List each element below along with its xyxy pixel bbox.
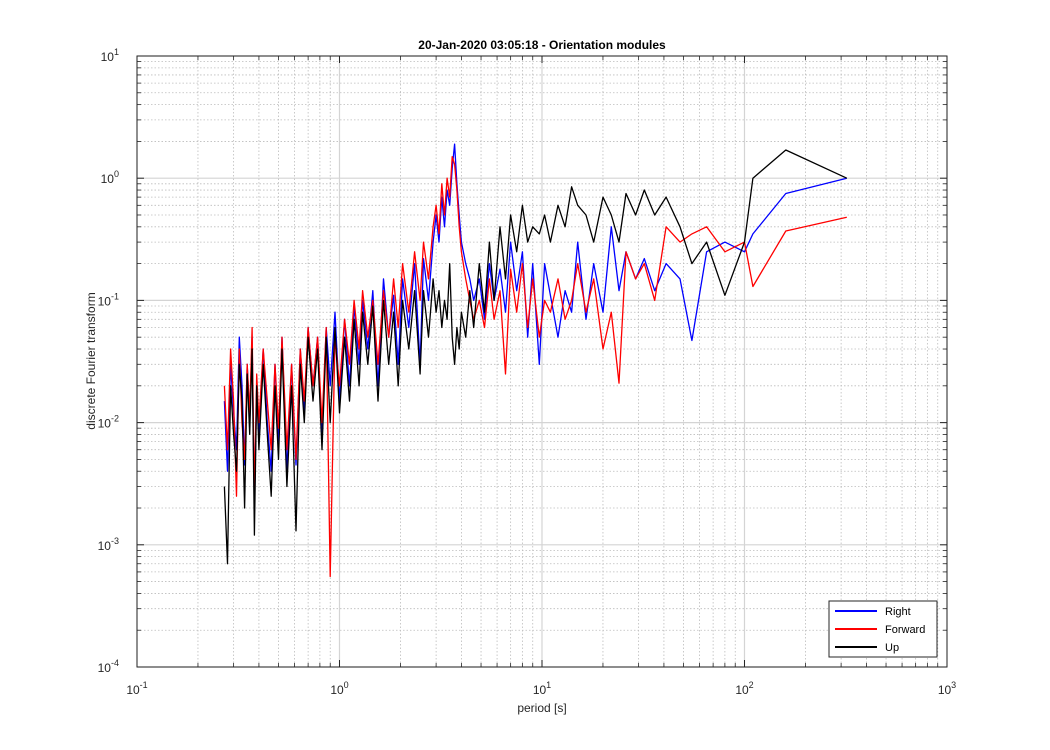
tick-marks xyxy=(136,55,948,668)
y-tick-label: 10-2 xyxy=(98,414,119,431)
minor-gridlines xyxy=(137,56,947,667)
x-axis-label: period [s] xyxy=(517,701,566,715)
legend: Right Forward Up xyxy=(828,600,938,658)
y-tick-label: 10-1 xyxy=(98,291,119,308)
y-tick-label: 101 xyxy=(101,47,119,64)
legend-label-forward: Forward xyxy=(885,624,925,636)
series-line-up xyxy=(223,149,848,565)
y-tick-label: 100 xyxy=(101,169,119,186)
axes-box xyxy=(136,55,948,668)
x-tick-label: 101 xyxy=(533,680,551,697)
chart-title: 20-Jan-2020 03:05:18 - Orientation modul… xyxy=(418,38,666,52)
x-tick-labels: 10-1 100 101 102 103 xyxy=(126,680,956,697)
plot-area xyxy=(136,55,948,668)
y-tick-label: 10-4 xyxy=(98,658,119,675)
y-axis-label: discrete Fourier transform xyxy=(84,292,98,429)
legend-label-up: Up xyxy=(885,642,899,654)
series-line-forward xyxy=(223,156,847,578)
x-tick-label: 100 xyxy=(330,680,348,697)
x-tick-label: 103 xyxy=(938,680,956,697)
x-tick-label: 102 xyxy=(735,680,753,697)
x-tick-label: 10-1 xyxy=(126,680,147,697)
series-layer xyxy=(223,143,848,578)
y-tick-labels: 10-4 10-3 10-2 10-1 100 101 xyxy=(98,47,119,675)
legend-label-right: Right xyxy=(885,606,911,618)
y-tick-label: 10-3 xyxy=(98,536,119,553)
